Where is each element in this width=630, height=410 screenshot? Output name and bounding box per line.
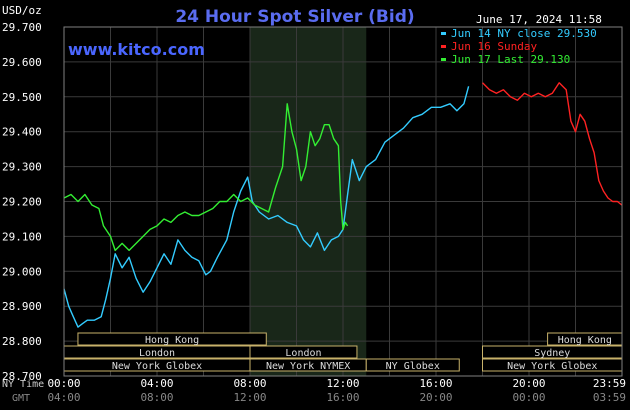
grid bbox=[63, 26, 623, 377]
session-ny-globex: NY Globex bbox=[365, 358, 460, 372]
x-tick-label-gmt: 12:00 bbox=[233, 391, 266, 404]
legend-marker bbox=[441, 45, 446, 48]
y-tick-label: 29.300 bbox=[2, 161, 42, 174]
session-label: New York NYMEX bbox=[266, 361, 350, 372]
session-box bbox=[365, 358, 460, 372]
y-tick-label: 28.800 bbox=[2, 335, 42, 348]
session-hong-kong: Hong Kong bbox=[77, 332, 267, 346]
chart-title: 24 Hour Spot Silver (Bid) bbox=[175, 7, 414, 27]
y-tick-label: 29.200 bbox=[2, 196, 42, 209]
timestamp: June 17, 2024 11:58 bbox=[476, 13, 602, 26]
y-tick-label: 29.600 bbox=[2, 56, 42, 69]
x-tick-label-ny: 00:00 bbox=[47, 377, 80, 390]
y-tick-label: 29.700 bbox=[2, 21, 42, 34]
session-label: New York Globex bbox=[112, 361, 202, 372]
x-tick-label-ny: 08:00 bbox=[233, 377, 266, 390]
session-new-york-globex: New York Globex bbox=[63, 358, 251, 372]
legend-label: Jun 14 NY close 29.530 bbox=[451, 27, 597, 40]
y-tick-label: 29.400 bbox=[2, 126, 42, 139]
session-hong-kong: Hong Kong bbox=[547, 332, 623, 346]
session-label: London bbox=[285, 348, 321, 359]
x-tick-label-gmt: 16:00 bbox=[326, 391, 359, 404]
plot-border bbox=[63, 26, 623, 377]
x-tick-label-ny: 04:00 bbox=[140, 377, 173, 390]
session-label: Sydney bbox=[534, 348, 570, 359]
x-tick-label-gmt: 08:00 bbox=[140, 391, 173, 404]
session-box bbox=[77, 332, 267, 346]
y-tick-label: 28.900 bbox=[2, 300, 42, 313]
session-label: Hong Kong bbox=[145, 335, 199, 346]
gmt-label: GMT bbox=[12, 393, 30, 404]
session-london: London bbox=[249, 345, 358, 359]
session-label: NY Globex bbox=[386, 361, 440, 372]
series-line-2 bbox=[482, 82, 623, 206]
session-label: New York Globex bbox=[507, 361, 597, 372]
session-london: London bbox=[63, 345, 251, 359]
y-tick-label: 29.500 bbox=[2, 91, 42, 104]
session-box bbox=[249, 345, 358, 359]
series-line-1 bbox=[63, 86, 470, 328]
x-tick-label-ny: 20:00 bbox=[512, 377, 545, 390]
market-sessions: Hong Kong London London New York Globex New … bbox=[63, 332, 623, 372]
unit-label: USD/oz bbox=[2, 4, 42, 17]
x-tick-label-gmt: 20:00 bbox=[419, 391, 452, 404]
session-label: London bbox=[139, 348, 175, 359]
x-tick-label-gmt: 04:00 bbox=[47, 391, 80, 404]
x-tick-label-ny: 12:00 bbox=[326, 377, 359, 390]
x-tick-label-ny: 23:59 bbox=[593, 377, 626, 390]
ny-time-label: NY Time bbox=[2, 379, 44, 390]
legend-marker bbox=[441, 32, 446, 35]
session-sydney: Sydney bbox=[482, 345, 623, 359]
legend-label: Jun 16 Sunday bbox=[451, 40, 537, 53]
y-axis-ticks: 29.700 29.600 29.500 29.400 29.300 29.200 29.1… bbox=[2, 21, 42, 383]
session-new-york-globex: New York Globex bbox=[482, 358, 623, 372]
legend-label: Jun 17 Last 29.130 bbox=[451, 53, 570, 66]
x-axis-ticks: 00:0004:0004:0008:0008:0012:0012:0016:00… bbox=[47, 377, 626, 404]
legend-marker bbox=[441, 58, 446, 61]
session-label: Hong Kong bbox=[558, 335, 612, 346]
x-tick-label-gmt: 00:00 bbox=[512, 391, 545, 404]
session-new-york-nymex: New York NYMEX bbox=[249, 358, 367, 372]
y-tick-label: 29.100 bbox=[2, 230, 42, 243]
series-line-3 bbox=[63, 103, 349, 252]
price-series bbox=[63, 82, 623, 328]
y-tick-label: 28.700 bbox=[2, 370, 42, 383]
x-tick-label-gmt: 03:59 bbox=[593, 391, 626, 404]
y-tick-label: 29.000 bbox=[2, 265, 42, 278]
x-tick-label-ny: 16:00 bbox=[419, 377, 452, 390]
watermark[interactable]: www.kitco.com bbox=[68, 40, 205, 59]
